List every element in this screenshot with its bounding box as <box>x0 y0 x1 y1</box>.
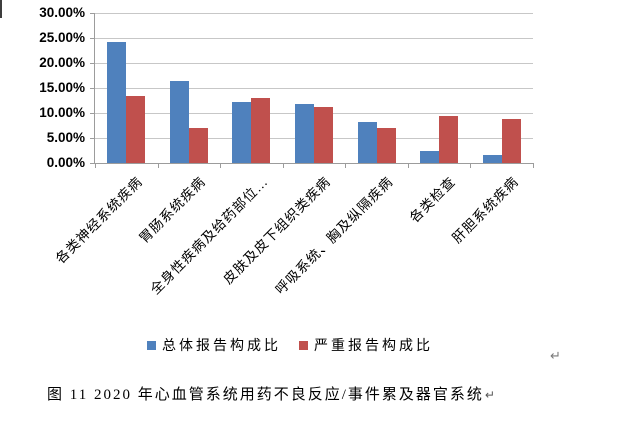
bar-serious-3 <box>314 107 333 163</box>
gridline <box>95 88 533 89</box>
y-axis-tick-label: 30.00% <box>39 5 85 20</box>
y-axis-tick <box>90 138 95 139</box>
bar-overall-6 <box>482 154 502 163</box>
y-axis-tick <box>90 13 95 14</box>
x-axis-tick <box>157 163 159 168</box>
y-axis-tick-label: 0.00% <box>46 155 85 170</box>
gridline <box>95 63 533 64</box>
bar-overall-4 <box>357 121 377 163</box>
bar-overall-2 <box>232 102 252 163</box>
x-axis-tick <box>533 163 534 168</box>
legend-swatch-serious-icon <box>299 340 308 350</box>
legend-label-serious: 严重报告构成比 <box>314 339 433 354</box>
gridline <box>95 13 533 14</box>
figure-caption: 图 11 2020 年心血管系统用药不良反应/事件累及器官系统↵ <box>47 383 495 404</box>
figure-caption-text: 图 11 2020 年心血管系统用药不良反应/事件累及器官系统 <box>47 387 484 403</box>
x-axis-tick <box>470 163 472 168</box>
y-axis-tick <box>90 113 95 114</box>
y-axis-tick <box>90 63 95 64</box>
paragraph-return-icon: ↵ <box>484 388 495 402</box>
bar-chart: 0.00% 5.00% 10.00% 15.00% 20.00% 25.00% 30.00%… <box>39 5 534 298</box>
x-axis-tick <box>95 163 96 168</box>
x-axis-tick <box>282 163 284 168</box>
bar-serious-2 <box>251 98 271 163</box>
x-axis-category-label: 各类检查 <box>406 173 459 226</box>
x-axis-category-label: 全身性疾病及给药部位… <box>147 173 271 298</box>
x-axis-category-label: 呼吸系统、胸及纵隔疾病 <box>272 173 397 298</box>
y-axis-tick-label: 5.00% <box>46 130 85 145</box>
y-axis-tick <box>90 88 95 89</box>
x-axis-category-label: 各类神经系统疾病 <box>53 173 146 267</box>
gridline <box>95 38 533 39</box>
y-axis-tick-label: 20.00% <box>39 55 85 70</box>
bar-overall-3 <box>295 103 314 163</box>
bar-serious-6 <box>501 118 521 163</box>
bar-serious-0 <box>126 96 146 163</box>
y-axis-tick-label: 25.00% <box>39 30 85 45</box>
x-axis-category-label: 肝胆系统疾病 <box>449 173 522 246</box>
chart-legend: 总体报告构成比 严重报告构成比 <box>95 335 485 355</box>
x-axis-tick <box>345 163 347 168</box>
legend-label-overall: 总体报告构成比 <box>162 339 281 354</box>
bar-serious-4 <box>376 127 396 163</box>
bar-overall-0 <box>107 41 127 163</box>
paragraph-return-icon: ↵ <box>550 349 561 364</box>
bar-overall-5 <box>420 151 440 163</box>
bar-overall-1 <box>169 81 189 163</box>
y-axis-tick-label: 15.00% <box>39 80 85 95</box>
y-axis-line <box>94 13 95 164</box>
legend-item-serious: 严重报告构成比 <box>299 335 433 355</box>
x-axis-tick <box>407 163 409 168</box>
x-axis-tick <box>220 163 222 168</box>
bar-serious-5 <box>439 115 459 163</box>
left-edge-artifact <box>0 0 2 18</box>
legend-swatch-overall-icon <box>147 340 156 350</box>
y-axis-tick-label: 10.00% <box>39 105 85 120</box>
x-axis-line <box>91 163 534 164</box>
y-axis-tick <box>90 38 95 39</box>
legend-item-overall: 总体报告构成比 <box>147 335 281 355</box>
bar-serious-1 <box>188 127 208 163</box>
x-axis-category-label: 皮肤及皮下组织类疾病 <box>220 173 334 287</box>
